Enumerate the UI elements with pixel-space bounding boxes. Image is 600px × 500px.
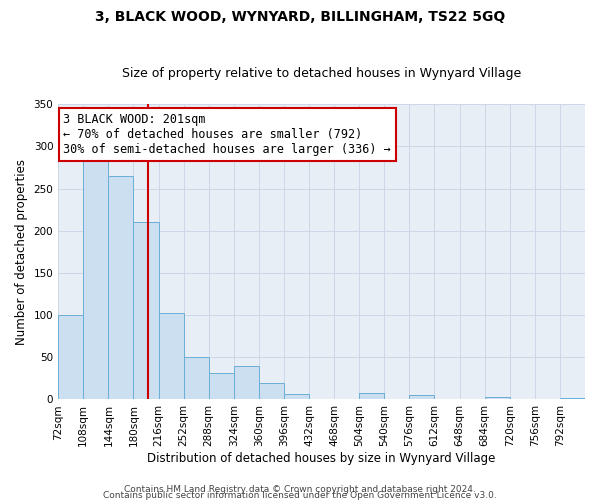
Bar [284,394,309,400]
Bar [259,382,284,400]
Text: Contains HM Land Registry data © Crown copyright and database right 2024.: Contains HM Land Registry data © Crown c… [124,484,476,494]
Bar [83,158,109,400]
Y-axis label: Number of detached properties: Number of detached properties [15,159,28,345]
Bar [184,358,209,400]
Title: Size of property relative to detached houses in Wynyard Village: Size of property relative to detached ho… [122,66,521,80]
Bar [359,392,385,400]
Bar [158,314,184,400]
Bar [409,395,434,400]
Bar [109,176,133,400]
Bar [560,398,585,400]
Bar [209,374,234,400]
Bar [133,222,158,400]
Bar [485,397,510,400]
Text: 3 BLACK WOOD: 201sqm
← 70% of detached houses are smaller (792)
30% of semi-deta: 3 BLACK WOOD: 201sqm ← 70% of detached h… [64,113,391,156]
Text: Contains public sector information licensed under the Open Government Licence v3: Contains public sector information licen… [103,490,497,500]
Text: 3, BLACK WOOD, WYNYARD, BILLINGHAM, TS22 5GQ: 3, BLACK WOOD, WYNYARD, BILLINGHAM, TS22… [95,10,505,24]
Bar [58,315,83,400]
X-axis label: Distribution of detached houses by size in Wynyard Village: Distribution of detached houses by size … [148,452,496,465]
Bar [234,366,259,400]
